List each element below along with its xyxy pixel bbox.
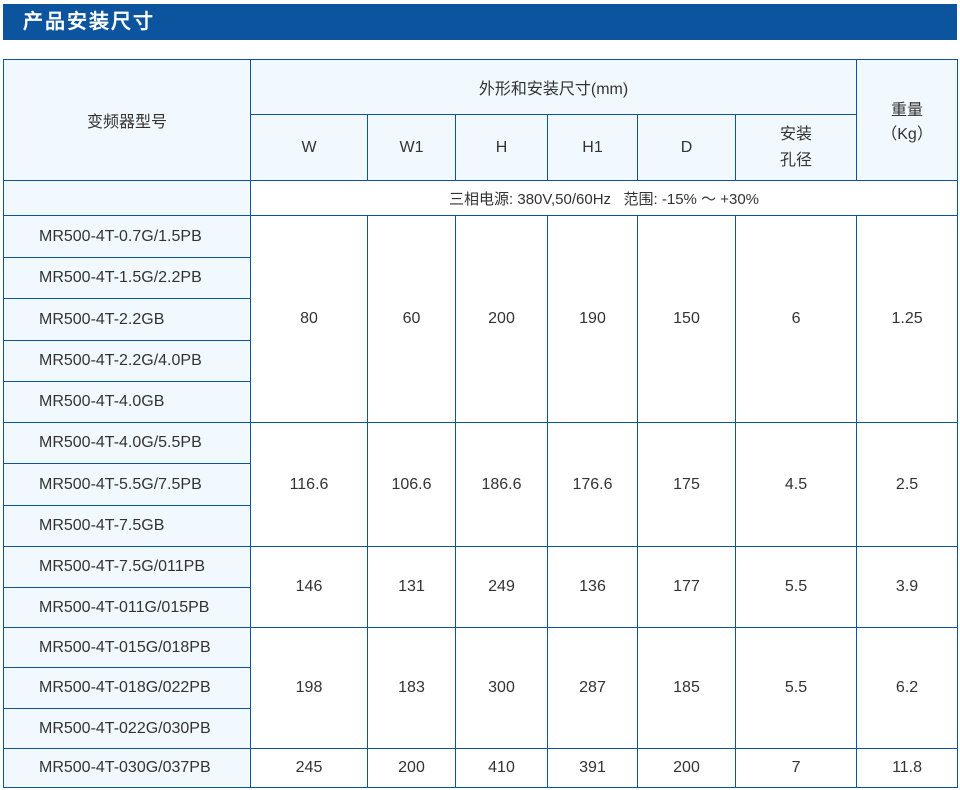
w1-value: 106.6 [367,422,456,547]
header-w1: W1 [367,114,456,181]
model-cell: MR500-4T-7.5G/011PB [3,546,251,588]
d-value: 200 [637,748,736,788]
w-value: 198 [250,627,368,749]
w-value: 116.6 [250,422,368,547]
table-row: MR500-4T-4.0G/5.5PB 116.6 106.6 186.6 176.6 1… [3,422,959,547]
h-value: 186.6 [455,422,548,547]
hole-label-2: 孔径 [780,151,813,169]
model-cell: MR500-4T-2.2GB [3,298,251,341]
h1-value: 287 [547,627,638,749]
header-d: D [637,114,736,181]
header-w: W [250,114,368,181]
table-row: MR500-4T-5.5G/7.5PB [3,463,958,506]
table-row: MR500-4T-015G/018PB 198 183 300 287 185 5.5 6.2 [3,627,959,749]
h1-value: 391 [547,748,638,788]
w-value: 146 [250,546,368,628]
model-cell: MR500-4T-011G/015PB [3,587,251,628]
h1-value: 176.6 [547,422,638,547]
model-cell: MR500-4T-030G/037PB [3,748,251,788]
header-dimensions: 外形和安装尺寸(mm) [249,59,858,115]
h1-value: 136 [547,546,638,628]
weight-unit: （Kg） [881,126,933,143]
d-value: 150 [637,215,736,423]
model-cell: MR500-4T-5.5G/7.5PB [3,463,251,506]
model-cell: MR500-4T-015G/018PB [3,627,251,668]
table-row: MR500-4T-022G/030PB [3,708,958,749]
w-value: 245 [250,748,368,788]
table-row: MR500-4T-011G/015PB [3,587,958,628]
weight-value: 3.9 [856,546,959,628]
h-value: 200 [455,215,548,423]
hole-value: 5.5 [734,546,858,628]
header-h: H [455,114,548,181]
w1-value: 200 [367,748,456,788]
dimensions-table: 变频器型号 外形和安装尺寸(mm) 重量 （Kg） W W1 H H1 D 安装孔… [3,59,959,788]
w-value: 80 [250,215,368,423]
table-row: MR500-4T-2.2GB [3,298,958,341]
table-row: MR500-4T-7.5GB [3,505,958,547]
hole-value: 4.5 [734,422,858,547]
power-note: 三相电源: 380V,50/60Hz 范围: -15% ～ +30% [249,180,959,216]
w1-value: 60 [367,215,456,423]
model-cell: MR500-4T-2.2G/4.0PB [3,340,251,382]
d-value: 185 [637,627,736,749]
weight-value: 1.25 [856,215,959,423]
hole-value: 5.5 [734,627,858,749]
h-value: 410 [455,748,548,788]
w1-value: 183 [367,627,456,749]
table-row: MR500-4T-018G/022PB [3,667,958,709]
table-row: MR500-4T-030G/037PB 245 200 410 391 200 7 11.8 [3,748,959,788]
model-cell: MR500-4T-0.7G/1.5PB [3,215,251,258]
model-cell: MR500-4T-4.0G/5.5PB [3,422,251,464]
section-title: 产品安装尺寸 [23,11,155,33]
section-title-bar: 产品安装尺寸 [3,4,957,40]
table-row: MR500-4T-1.5G/2.2PB [3,257,958,299]
model-cell: MR500-4T-1.5G/2.2PB [3,257,251,299]
table-row: MR500-4T-0.7G/1.5PB 80 60 200 190 150 6 1.25 [3,215,959,423]
h1-value: 190 [547,215,638,423]
d-value: 177 [637,546,736,628]
table-row: MR500-4T-4.0GB [3,381,958,423]
model-cell: MR500-4T-018G/022PB [3,667,251,709]
hole-value: 6 [734,215,858,423]
d-value: 175 [637,422,736,547]
header-h1: H1 [547,114,638,181]
weight-value: 2.5 [856,422,959,547]
table-row: MR500-4T-7.5G/011PB 146 131 249 136 177 5.5 3.9 [3,546,959,628]
model-cell: MR500-4T-4.0GB [3,381,251,423]
header-weight: 重量 （Kg） [856,59,959,181]
note-blank [3,180,251,216]
header-hole: 安装 孔径 [734,114,858,181]
model-cell: MR500-4T-022G/030PB [3,708,251,749]
hole-value: 7 [734,748,858,788]
h-value: 300 [455,627,548,749]
weight-label: 重量 [891,102,924,119]
hole-label-1: 安装 [780,125,813,143]
model-cell: MR500-4T-7.5GB [3,505,251,547]
w1-value: 131 [367,546,456,628]
weight-value: 11.8 [856,748,959,788]
header-model: 变频器型号 [3,59,251,181]
h-value: 249 [455,546,548,628]
weight-value: 6.2 [856,627,959,749]
